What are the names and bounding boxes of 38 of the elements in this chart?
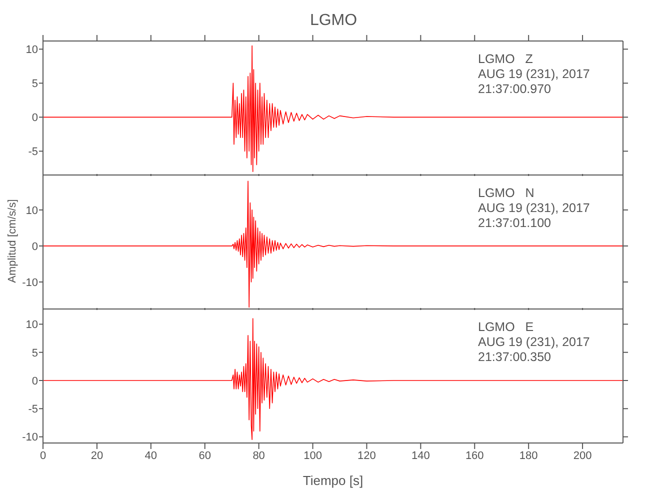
chart-title: LGMO: [308, 12, 358, 30]
annotation: AUG 19 (231), 2017: [478, 201, 590, 216]
annotation: AUG 19 (231), 2017: [478, 67, 590, 82]
y-axis-title: Amplitud [cm/s/s]: [6, 199, 18, 283]
annotation: LGMO E: [478, 320, 535, 335]
x-tick-label: 200: [573, 450, 592, 462]
annotation: 21:37:00.970: [478, 82, 552, 97]
y-tick-label: 0: [32, 240, 38, 253]
y-tick-label: 5: [32, 78, 38, 90]
annotation: 21:37:01.100: [478, 216, 552, 231]
x-axis-title: Tiempo [s]: [302, 473, 364, 488]
line-series: [43, 45, 623, 172]
x-tick-label: 120: [358, 450, 376, 462]
y-tick-label: 5: [32, 347, 38, 360]
x-tick-label: 140: [411, 450, 430, 462]
y-tick-label: 10: [26, 204, 38, 217]
y-tick-label: 10: [26, 44, 38, 56]
annotation: 21:37:00.350: [478, 350, 552, 365]
annotation: LGMO Z: [478, 52, 534, 67]
line-series: [43, 318, 623, 440]
y-tick-label: 0: [32, 112, 38, 124]
x-tick-label: 60: [198, 450, 211, 462]
x-tick-label: 40: [144, 450, 158, 462]
x-tick-label: 160: [465, 450, 484, 462]
x-tick-label: 20: [90, 450, 104, 462]
y-tick-label: 0: [32, 375, 38, 388]
y-tick-label: -10: [22, 276, 38, 289]
annotation: AUG 19 (231), 2017: [478, 335, 590, 350]
y-tick-label: -5: [28, 404, 38, 416]
x-tick-label: 80: [252, 450, 265, 462]
x-tick-label: 0: [40, 450, 46, 462]
x-tick-label: 100: [304, 450, 322, 462]
y-tick-label: -5: [28, 146, 38, 158]
y-tick-label: -10: [22, 432, 38, 444]
y-tick-label: 10: [26, 319, 38, 332]
x-tick-label: 180: [519, 450, 538, 462]
annotation: LGMO N: [478, 186, 536, 201]
line-series: [43, 180, 623, 308]
